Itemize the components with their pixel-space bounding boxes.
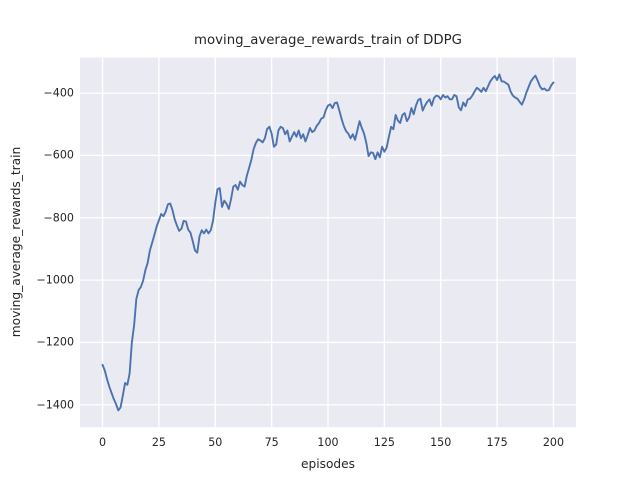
y-tick-label: −1000 [36,273,74,287]
y-tick-label: −1200 [36,335,74,349]
y-tick-label: −400 [43,86,74,100]
x-tick-label: 25 [151,436,166,449]
x-tick-label: 125 [373,436,395,449]
series-line [101,73,555,412]
x-tick-label: 150 [430,436,452,449]
x-tick-label: 175 [486,436,508,449]
x-axis-label: episodes [300,457,355,471]
chart-title: moving_average_rewards_train of DDPG [194,33,462,48]
x-tick-label: 100 [317,436,339,449]
y-tick-label: −800 [43,211,74,225]
y-axis-label: moving_average_rewards_train [9,146,23,338]
x-tick-label: 50 [208,436,223,449]
y-tick-label: −1400 [36,398,74,412]
x-tick-label: 0 [99,436,107,449]
x-tick-label: 75 [264,436,279,449]
y-tick-label: −600 [43,148,74,162]
x-tick-label: 200 [542,436,565,449]
